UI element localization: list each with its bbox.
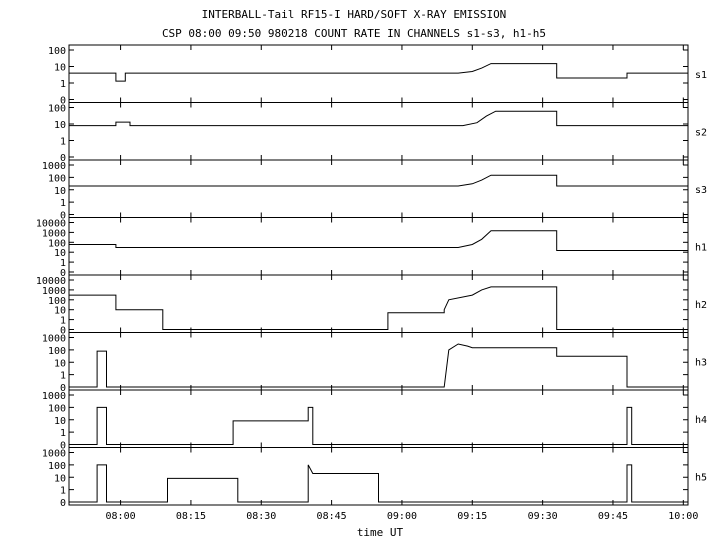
x-tick-label: 09:45 (598, 511, 628, 522)
series-line-s2 (69, 110, 688, 127)
x-tick-label: 10:00 (668, 511, 698, 522)
y-tick-label: 100 (48, 403, 66, 414)
channel-label-h3: h3 (695, 357, 707, 368)
panel-frame (68, 159, 689, 218)
y-tick-label: 1000 (42, 391, 66, 402)
y-tick-label: 1 (60, 137, 66, 148)
x-tick-label: 08:30 (246, 511, 276, 522)
series-line-h2 (69, 286, 688, 330)
y-tick-label: 1 (60, 258, 66, 269)
y-tick-label: 0 (60, 96, 66, 107)
y-tick-label: 10 (54, 248, 66, 259)
x-tick-label: 09:15 (457, 511, 487, 522)
panel-frame (68, 102, 689, 161)
channel-label-s1: s1 (695, 70, 707, 81)
channel-label-h2: h2 (695, 300, 707, 311)
series-line-h4 (69, 406, 688, 445)
series-line-h5 (69, 464, 688, 503)
channel-label-h5: h5 (695, 472, 707, 483)
x-axis-label: time UT (357, 526, 404, 539)
y-tick-label: 10 (54, 306, 66, 317)
y-tick-label: 10 (54, 416, 66, 427)
panel-frame (68, 447, 689, 506)
series-line-s3 (69, 174, 688, 187)
x-tick-label: 09:00 (387, 511, 417, 522)
y-tick-label: 0 (60, 268, 66, 279)
y-tick-label: 1000 (42, 161, 66, 172)
panel-frame (68, 332, 689, 391)
panel-frame (68, 217, 689, 276)
y-tick-label: 10 (54, 358, 66, 369)
y-tick-label: 1 (60, 79, 66, 90)
y-tick-label: 10 (54, 186, 66, 197)
y-tick-label: 0 (60, 211, 66, 222)
series-line-h3 (69, 343, 688, 388)
y-tick-label: 1 (60, 371, 66, 382)
y-tick-label: 1 (60, 428, 66, 439)
y-tick-label: 100 (48, 238, 66, 249)
y-tick-label: 100 (48, 461, 66, 472)
series-line-h1 (69, 230, 688, 251)
y-tick-label: 10000 (36, 276, 66, 287)
y-tick-label: 0 (60, 153, 66, 164)
chart-title: INTERBALL-Tail RF15-I HARD/SOFT X-RAY EM… (202, 8, 507, 21)
series-line-s1 (69, 63, 688, 82)
y-tick-label: 0 (60, 383, 66, 394)
y-tick-label: 1000 (42, 286, 66, 297)
y-tick-label: 0 (60, 441, 66, 452)
y-tick-label: 1000 (42, 334, 66, 345)
y-tick-label: 100 (48, 46, 66, 57)
channel-label-s3: s3 (695, 185, 707, 196)
y-tick-label: 0 (60, 326, 66, 337)
channel-label-s2: s2 (695, 127, 707, 138)
x-tick-label: 08:15 (176, 511, 206, 522)
y-tick-label: 1 (60, 486, 66, 497)
y-tick-label: 1 (60, 316, 66, 327)
y-tick-label: 1000 (42, 449, 66, 460)
y-tick-label: 1000 (42, 228, 66, 239)
y-tick-label: 100 (48, 346, 66, 357)
channel-label-h1: h1 (695, 242, 707, 253)
panels-group: 1001010s11001010s210001001010s3100001000… (36, 44, 707, 509)
y-tick-label: 0 (60, 498, 66, 509)
y-tick-label: 10 (54, 473, 66, 484)
y-tick-label: 100 (48, 173, 66, 184)
y-tick-label: 10 (54, 120, 66, 131)
y-tick-label: 1 (60, 198, 66, 209)
panel-frame (68, 44, 689, 103)
x-tick-label: 09:30 (528, 511, 558, 522)
panel-frame (68, 274, 689, 333)
y-tick-label: 100 (48, 104, 66, 115)
x-axis: 08:00 08:15 08:30 08:45 09:00 09:15 09:30 09:45… (106, 511, 699, 522)
y-tick-label: 10000 (36, 219, 66, 230)
y-tick-label: 100 (48, 296, 66, 307)
x-tick-label: 08:45 (317, 511, 347, 522)
x-tick-label: 08:00 (106, 511, 136, 522)
chart-subtitle: CSP 08:00 09:50 980218 COUNT RATE IN CHA… (162, 27, 546, 40)
panel-frame (68, 389, 689, 448)
y-tick-label: 10 (54, 63, 66, 74)
channel-label-h4: h4 (695, 415, 707, 426)
